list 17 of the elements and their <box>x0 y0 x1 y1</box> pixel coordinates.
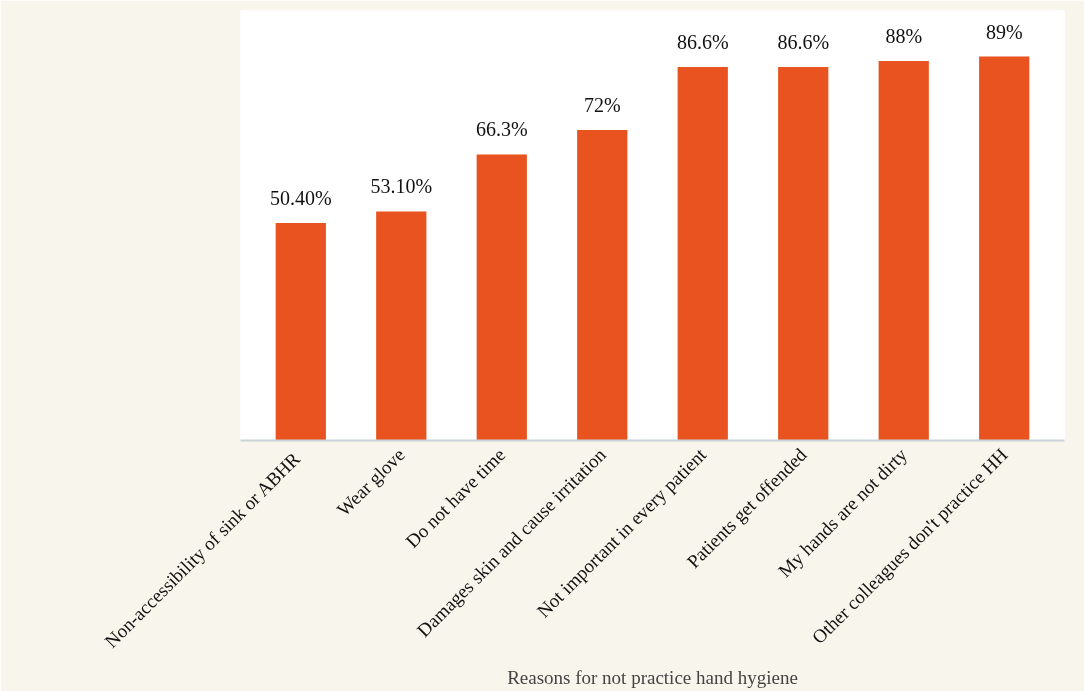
bar <box>778 66 829 441</box>
data-label: 53.10% <box>370 175 433 198</box>
data-label: 86.6% <box>676 30 729 53</box>
data-label: 89% <box>985 20 1023 43</box>
data-label: 86.6% <box>777 30 830 53</box>
bar <box>275 223 326 441</box>
data-label: 66.3% <box>475 118 528 141</box>
data-label: 72% <box>583 93 621 116</box>
bar <box>577 129 628 441</box>
data-label: 50.40% <box>269 187 332 210</box>
bar <box>476 154 527 441</box>
bar <box>878 60 929 441</box>
bar <box>677 66 728 441</box>
data-label: 88% <box>885 24 923 47</box>
bar <box>376 211 427 441</box>
bar <box>979 56 1030 441</box>
x-axis-title: Reasons for not practice hand hygiene <box>507 667 798 689</box>
